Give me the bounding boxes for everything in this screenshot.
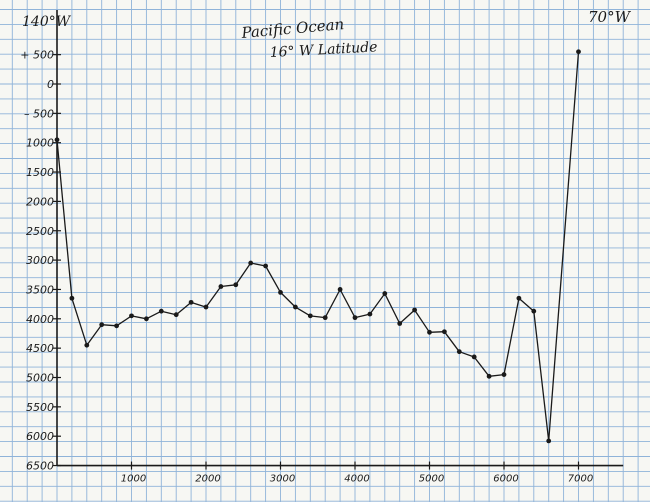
data-point [99,322,105,328]
y-tick-label: – 500 [24,107,54,120]
data-point [486,373,492,379]
data-point [158,308,164,314]
series-line [56,51,580,442]
data-point [233,282,239,288]
y-tick-label: 5000 [26,372,54,385]
x-tick-label: 4000 [344,474,369,485]
right-longitude-label: 70°W [588,8,632,26]
chart-subtitle: 16° W Latitude [269,39,377,61]
data-point [263,263,268,269]
data-point [516,295,522,301]
data-point [442,329,447,335]
y-tick-label: 6000 [26,430,54,443]
data-point [322,315,328,321]
data-point [337,287,343,292]
left-longitude-label: 140°W [22,14,72,30]
data-point [144,316,149,322]
data-point [84,342,90,348]
data-point [54,137,60,143]
y-tick-label: 1000 [26,137,54,150]
y-tick-label: + 500 [20,49,54,62]
data-point [352,315,358,321]
data-point [278,289,283,295]
data-point [501,372,507,377]
data-point [471,354,477,360]
data-point [412,307,417,313]
data-point [307,313,313,319]
y-tick-label: 3500 [26,283,54,296]
data-point [203,304,209,310]
data-point [173,312,179,318]
data-point [382,291,388,296]
axes [56,10,624,467]
data-point [531,308,537,314]
series-depth [54,49,581,444]
data-point [456,349,462,355]
data-point [427,329,432,335]
chart-title: Pacific Ocean [240,15,345,42]
y-tick-label: 4000 [26,313,54,326]
y-tick-label: 5500 [26,401,54,414]
x-tick-label: 2000 [195,474,220,485]
data-point [114,323,119,329]
y-tick-label: 3000 [26,254,54,267]
y-tick-label: 0 [47,78,54,91]
x-tick-labels: 1000 2000 3000 4000 5000 6000 7000 [121,461,593,485]
data-point [367,311,373,317]
data-point [576,49,581,55]
data-point [129,313,134,319]
data-point [546,438,552,444]
y-tick-label: 4500 [26,342,54,355]
x-tick-label: 5000 [419,474,444,485]
x-tick-label: 7000 [568,474,593,485]
y-tick-label: 2000 [26,195,54,208]
y-tick-label: 2500 [26,225,54,238]
data-point [248,260,254,266]
data-point [188,299,194,305]
data-point [218,284,224,289]
data-point [293,304,298,310]
y-tick-label: 1500 [26,166,54,179]
y-tick-label: 6500 [26,460,54,473]
x-tick-label: 3000 [270,474,295,485]
x-tick-label: 1000 [121,474,146,485]
y-tick-labels: + 500 0 – 500 1000 1500 2000 2500 3000 3500 4000 4… [20,49,61,473]
x-tick-label: 6000 [493,474,518,485]
data-point [397,321,403,326]
data-point [69,295,75,301]
